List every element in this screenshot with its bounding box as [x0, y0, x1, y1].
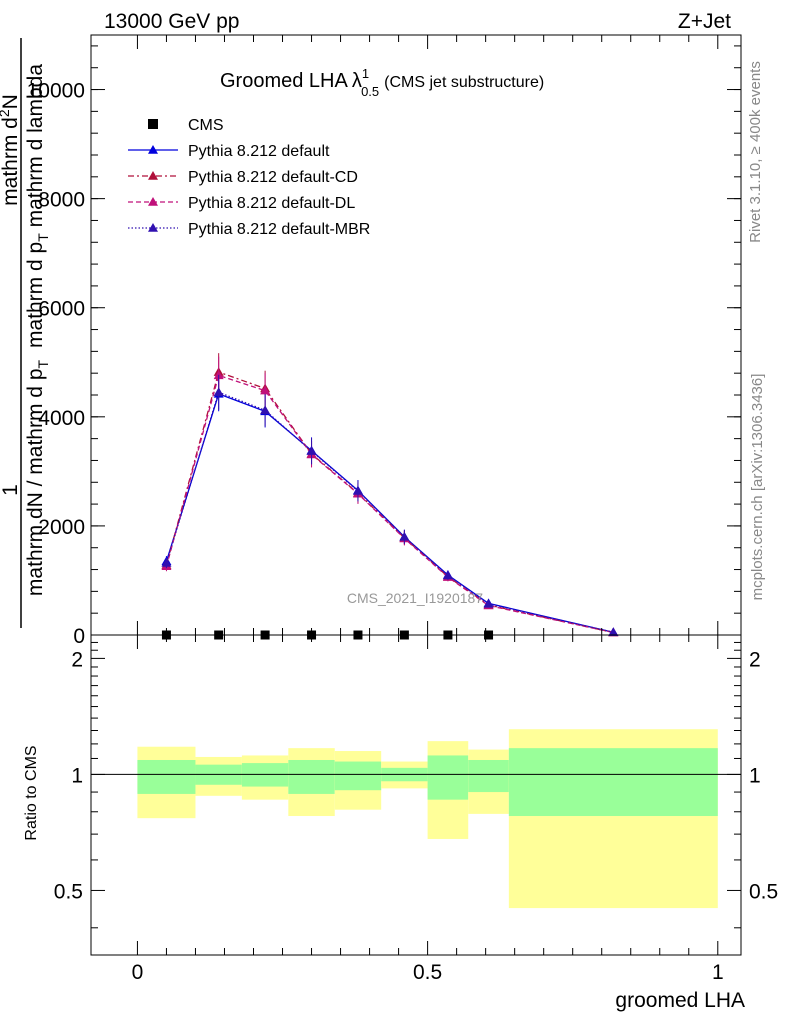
- main-y-tick-label: 6000: [38, 298, 85, 321]
- series-point-4: [352, 486, 363, 495]
- ratio-y-tick-label: 2: [71, 648, 83, 671]
- main-title-text: Groomed LHA: [220, 70, 348, 92]
- ylabel-denominator: mathrm dN / mathrm d pT: [24, 360, 51, 597]
- ratio-y-tick-label: 0.5: [54, 880, 83, 903]
- series-point-4: [399, 531, 410, 541]
- ratio-inner-band: [137, 759, 196, 794]
- ylabel-one: 1: [0, 484, 22, 496]
- legend-entry: CMS: [188, 117, 224, 134]
- ylabel-numerator-sup: 2: [0, 109, 12, 117]
- main-title: Groomed LHA λ1 0.5 (CMS jet substructure): [220, 66, 544, 99]
- ylabel-lower-text: mathrm d p: [24, 242, 47, 348]
- ratio-inner-band: [468, 759, 509, 793]
- watermark: CMS_2021_I1920187: [347, 590, 483, 606]
- process-label: Z+Jet: [678, 10, 731, 33]
- legend-marker-3: [148, 197, 158, 206]
- ratio-panel: 0.5 0.5 1 1 2 2 0 0.5 1 Ratio to CMS groomed LHA: [23, 634, 778, 1012]
- ratio-ylabel: Ratio to CMS: [23, 745, 40, 840]
- series-point-4: [213, 387, 224, 397]
- series-point-4: [483, 598, 494, 608]
- ylabel-denominator-sub: T: [35, 360, 51, 369]
- legend-entry: Pythia 8.212 default: [188, 143, 330, 160]
- series-point-4: [161, 558, 172, 567]
- legend-entry: Pythia 8.212 default-CD: [188, 169, 358, 186]
- series-point-4: [306, 446, 317, 455]
- series-point-4: [260, 405, 271, 415]
- ratio-frame: [90, 634, 742, 956]
- x-axis-label: groomed LHA: [615, 989, 745, 1012]
- ylabel-lower-sub: T: [35, 233, 51, 242]
- main-title-sup: 1: [362, 66, 369, 81]
- legend-marker-2: [148, 171, 158, 180]
- main-y-tick-label: 4000: [38, 407, 85, 430]
- rivet-label: Rivet 3.1.10, ≥ 400k events: [747, 61, 764, 243]
- ylabel-denominator-text: mathrm dN / mathrm d p: [24, 369, 47, 597]
- ylabel-lower: mathrm d pT mathrm d lambda: [24, 64, 51, 348]
- main-axis-ticks: 0 2000 4000 6000 8000 10000: [27, 35, 741, 648]
- mcplots-label: mcplots.cern.ch [arXiv:1306.3436]: [749, 374, 766, 601]
- ratio-axis-ticks: 0.5 0.5 1 1 2 2 0 0.5 1: [54, 635, 778, 984]
- energy-label: 13000 GeV pp: [104, 10, 239, 33]
- main-title-sub: 0.5: [361, 84, 379, 99]
- ratio-y-tick-label-right: 1: [749, 764, 761, 787]
- ratio-inner-band: [288, 759, 335, 794]
- ratio-inner-band: [334, 761, 382, 791]
- x-tick-label: 0.5: [413, 961, 442, 984]
- series-point-3: [260, 385, 271, 395]
- main-y-tick-label: 2000: [38, 516, 85, 539]
- main-y-tick-label: 8000: [38, 189, 85, 212]
- legend: CMS Pythia 8.212 default Pythia 8.212 defa…: [128, 117, 370, 238]
- legend-entry: Pythia 8.212 default-MBR: [188, 221, 370, 238]
- x-tick-label: 0: [132, 961, 144, 984]
- ylabel-lower-tail: mathrm d lambda: [24, 64, 47, 234]
- legend-entry: Pythia 8.212 default-DL: [188, 195, 355, 212]
- main-y-tick-label: 10000: [27, 80, 85, 103]
- ratio-y-tick-label-right: 0.5: [749, 880, 778, 903]
- series-line-2: [165, 371, 614, 634]
- main-title-symbol: λ: [352, 70, 362, 92]
- ylabel-numerator-tail: N: [0, 94, 22, 109]
- ratio-inner-band: [427, 755, 469, 800]
- series-point-3: [213, 370, 224, 380]
- legend-marker-cms: [148, 119, 158, 129]
- main-subtitle: (CMS jet substructure): [384, 74, 544, 91]
- series-point-4: [442, 570, 453, 580]
- main-panel: CMS_2021_I1920187 0 2000 4000 6000 8000 10000…: [0, 34, 742, 648]
- ylabel-numerator-text: mathrm d: [0, 117, 22, 206]
- ratio-bands: [137, 729, 718, 909]
- series-point-4: [608, 627, 619, 637]
- ratio-inner-band: [508, 748, 718, 817]
- main-y-tick-label: 0: [73, 625, 85, 648]
- main-ylabel: 1 mathrm dN / mathrm d pT mathrm d2N mat…: [0, 38, 51, 628]
- legend-marker-1: [148, 145, 158, 154]
- ratio-y-tick-label-right: 2: [749, 648, 761, 671]
- ylabel-numerator: mathrm d2N: [0, 94, 22, 206]
- legend-marker-4: [148, 223, 158, 232]
- x-tick-label: 1: [712, 961, 724, 984]
- ratio-y-tick-label: 1: [71, 764, 83, 787]
